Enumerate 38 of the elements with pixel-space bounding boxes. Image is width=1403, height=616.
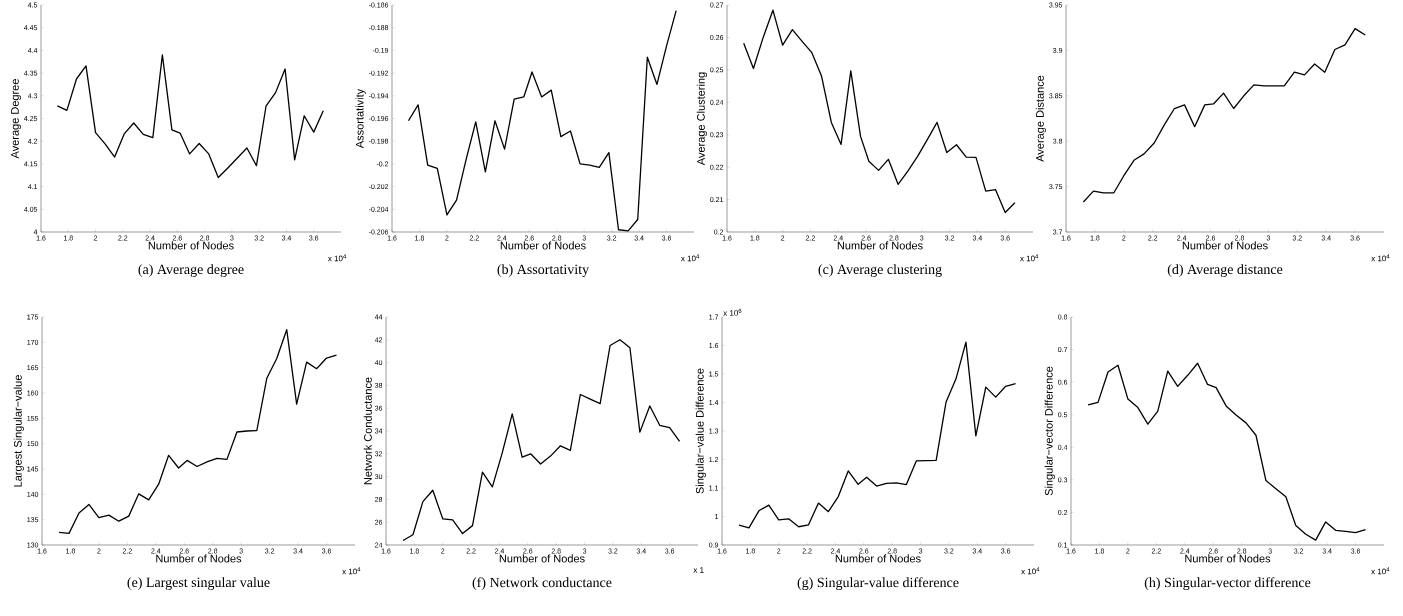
x-axis-title: Number of Nodes bbox=[1182, 241, 1268, 250]
text: x 10$^{4}$ bbox=[1371, 567, 1390, 575]
line-series bbox=[1087, 362, 1367, 541]
text: x 10$^{4}$ bbox=[1371, 254, 1390, 262]
text: (a) Average degree bbox=[138, 264, 244, 277]
y-axis-title: Singular−vector Difference bbox=[1044, 366, 1055, 496]
text: (f) Network conductance bbox=[472, 577, 612, 591]
text: (h) Singular-vector difference bbox=[1144, 577, 1311, 591]
text: x 10$^{4}$ bbox=[1021, 567, 1040, 575]
y-axis-title: Average Distance bbox=[1035, 75, 1046, 162]
x-axis-title: Number of Nodes bbox=[837, 241, 923, 250]
text: (c) Average clustering bbox=[818, 264, 942, 277]
y-axis-title: Largest Singular−value bbox=[13, 375, 24, 487]
text: x 10$^{4}$ bbox=[342, 567, 361, 575]
x-axis-title: Number of Nodes bbox=[156, 554, 242, 563]
line-series bbox=[58, 329, 338, 534]
x-axis-title: Number of Nodes bbox=[500, 241, 586, 250]
text: x 10$^{4}$ bbox=[1020, 254, 1039, 262]
line-series bbox=[402, 339, 681, 542]
y-axis-title: Assortativity bbox=[355, 88, 366, 149]
x-axis-title: Number of Nodes bbox=[148, 241, 234, 250]
text: (d) Average distance bbox=[1167, 264, 1283, 277]
y-axis-title: Network Conductance bbox=[363, 377, 372, 485]
x-axis-title: Number of Nodes bbox=[835, 554, 921, 563]
text: x 10$^{4}$ bbox=[327, 254, 347, 262]
text: x 10$^{6}$ bbox=[723, 308, 742, 316]
text: (b) Assortativity bbox=[497, 264, 590, 277]
text: x 10$^{4}$ bbox=[680, 254, 700, 262]
y-axis-title: Average Degree bbox=[11, 79, 21, 159]
y-axis-title: Average Clustering bbox=[696, 72, 707, 166]
x-axis-title: Number of Nodes bbox=[1185, 554, 1271, 563]
line-series bbox=[743, 9, 1016, 214]
line-series bbox=[56, 54, 324, 179]
text: (e) Largest singular value bbox=[127, 577, 270, 590]
text: (g) Singular-value difference bbox=[797, 577, 959, 591]
text: x 1 bbox=[693, 567, 704, 573]
y-axis-title: Singular−value Difference bbox=[695, 368, 706, 494]
x-axis-title: Number of Nodes bbox=[499, 554, 585, 563]
